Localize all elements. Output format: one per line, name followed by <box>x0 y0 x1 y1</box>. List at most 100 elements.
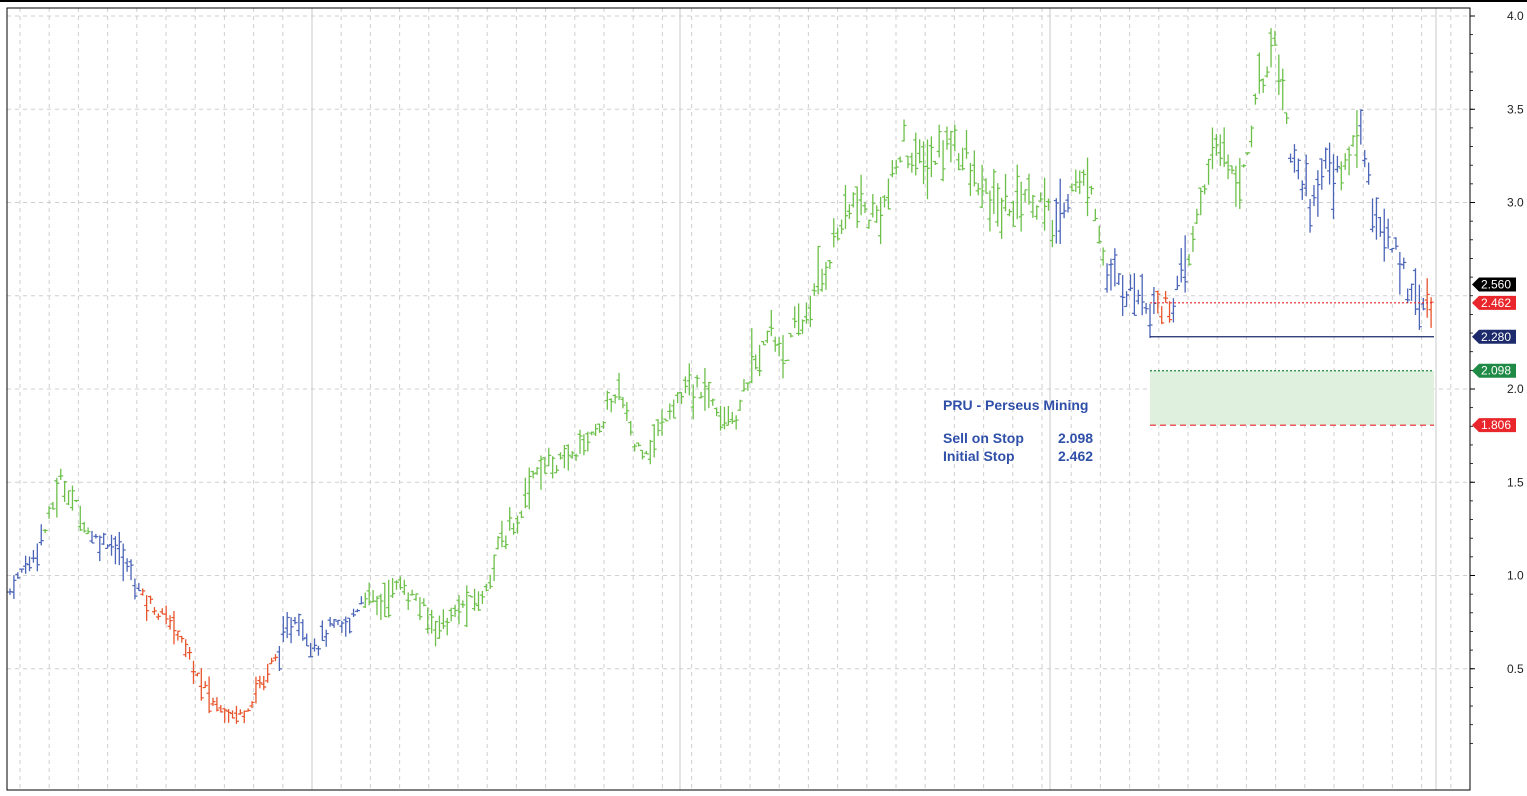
price-bar <box>429 609 435 634</box>
price-bar <box>1350 135 1356 147</box>
price-bar <box>456 595 462 625</box>
price-bar <box>327 616 333 627</box>
price-bar <box>1147 303 1153 339</box>
price-tag-shape <box>1472 418 1516 433</box>
price-bar <box>503 535 509 550</box>
price-bar <box>479 590 485 604</box>
price-bar <box>249 701 255 709</box>
price-bar <box>1206 158 1212 185</box>
price-bar <box>1003 173 1009 212</box>
price-bar <box>515 515 521 534</box>
price-bar <box>425 607 431 634</box>
price-bar <box>803 302 809 324</box>
price-bar <box>866 219 872 229</box>
price-bar <box>1209 127 1215 170</box>
price-bar <box>433 620 439 647</box>
price-bar <box>639 449 645 460</box>
price-bar <box>706 381 712 409</box>
annotation-sell-label: Sell on Stop <box>943 430 1024 446</box>
price-bar <box>397 576 403 590</box>
price-bar <box>1221 127 1227 167</box>
price-bar <box>768 309 774 337</box>
price-bar <box>1163 291 1169 303</box>
price-bar <box>589 431 595 436</box>
price-bar <box>542 457 548 474</box>
price-bar <box>960 147 966 171</box>
price-bar <box>1338 161 1344 191</box>
price-bar <box>1139 273 1145 316</box>
price-bar <box>109 534 115 556</box>
price-bar <box>1045 198 1051 211</box>
price-bar <box>245 708 251 712</box>
price-bar <box>971 150 977 187</box>
price-bar <box>1272 30 1278 46</box>
price-bar <box>1237 158 1243 209</box>
price-bar <box>354 608 360 613</box>
y-tick-label: 3.0 <box>1507 196 1524 210</box>
price-bar <box>155 613 161 620</box>
price-bar <box>308 642 314 658</box>
price-bar <box>1393 237 1399 250</box>
price-bar <box>440 609 446 630</box>
price-bar <box>698 391 704 399</box>
price-bar <box>593 423 599 436</box>
price-bar <box>550 456 556 479</box>
price-tag: 2.560 <box>1472 277 1516 292</box>
price-bar <box>600 421 606 429</box>
price-bar <box>495 536 501 550</box>
price-bar <box>1159 306 1165 325</box>
price-bar <box>475 591 481 611</box>
price-bar <box>27 556 33 572</box>
stop-levels <box>1150 302 1434 426</box>
price-bar <box>206 676 212 714</box>
price-bar <box>1116 273 1122 285</box>
price-bar <box>444 617 450 636</box>
price-bar <box>1077 170 1083 195</box>
price-bar <box>655 419 661 437</box>
price-bar <box>144 595 150 621</box>
price-bar <box>269 657 275 665</box>
price-bar <box>1069 183 1075 192</box>
price-bar <box>702 367 708 411</box>
price-bar <box>694 374 700 388</box>
price-bar <box>714 407 720 417</box>
price-tag-shape <box>1472 295 1516 310</box>
price-bar <box>487 574 493 589</box>
price-bar <box>390 577 396 598</box>
price-bar <box>460 600 466 608</box>
price-bar <box>1256 52 1262 94</box>
price-bar <box>1245 152 1251 156</box>
price-bar <box>1264 66 1270 78</box>
price-bar <box>276 646 282 672</box>
price-bar <box>1010 200 1016 227</box>
price-bar <box>882 195 888 208</box>
price-bar <box>1299 180 1305 200</box>
price-bars <box>7 28 1434 724</box>
price-bar <box>999 197 1005 239</box>
price-bar <box>1330 154 1336 219</box>
price-tag: 2.462 <box>1472 295 1516 310</box>
price-bar <box>253 676 259 704</box>
price-bar <box>265 663 271 683</box>
price-bar <box>663 418 669 422</box>
price-bar <box>538 455 544 490</box>
price-bar <box>77 505 83 531</box>
price-bar <box>1108 258 1114 291</box>
price-bar <box>1241 164 1247 168</box>
price-bar <box>561 444 567 469</box>
price-bar <box>89 530 95 544</box>
price-bar <box>179 635 185 643</box>
price-bar <box>557 452 563 460</box>
price-bar <box>737 399 743 411</box>
price-bar <box>721 406 727 430</box>
price-bar <box>796 303 802 336</box>
price-bar <box>944 126 950 150</box>
price-bar <box>858 174 864 216</box>
price-bar <box>917 139 923 164</box>
price-bar <box>753 354 759 370</box>
price-bar <box>1022 189 1028 202</box>
price-bar <box>1088 185 1094 195</box>
price-bar <box>518 510 524 519</box>
price-bar <box>1049 220 1055 248</box>
